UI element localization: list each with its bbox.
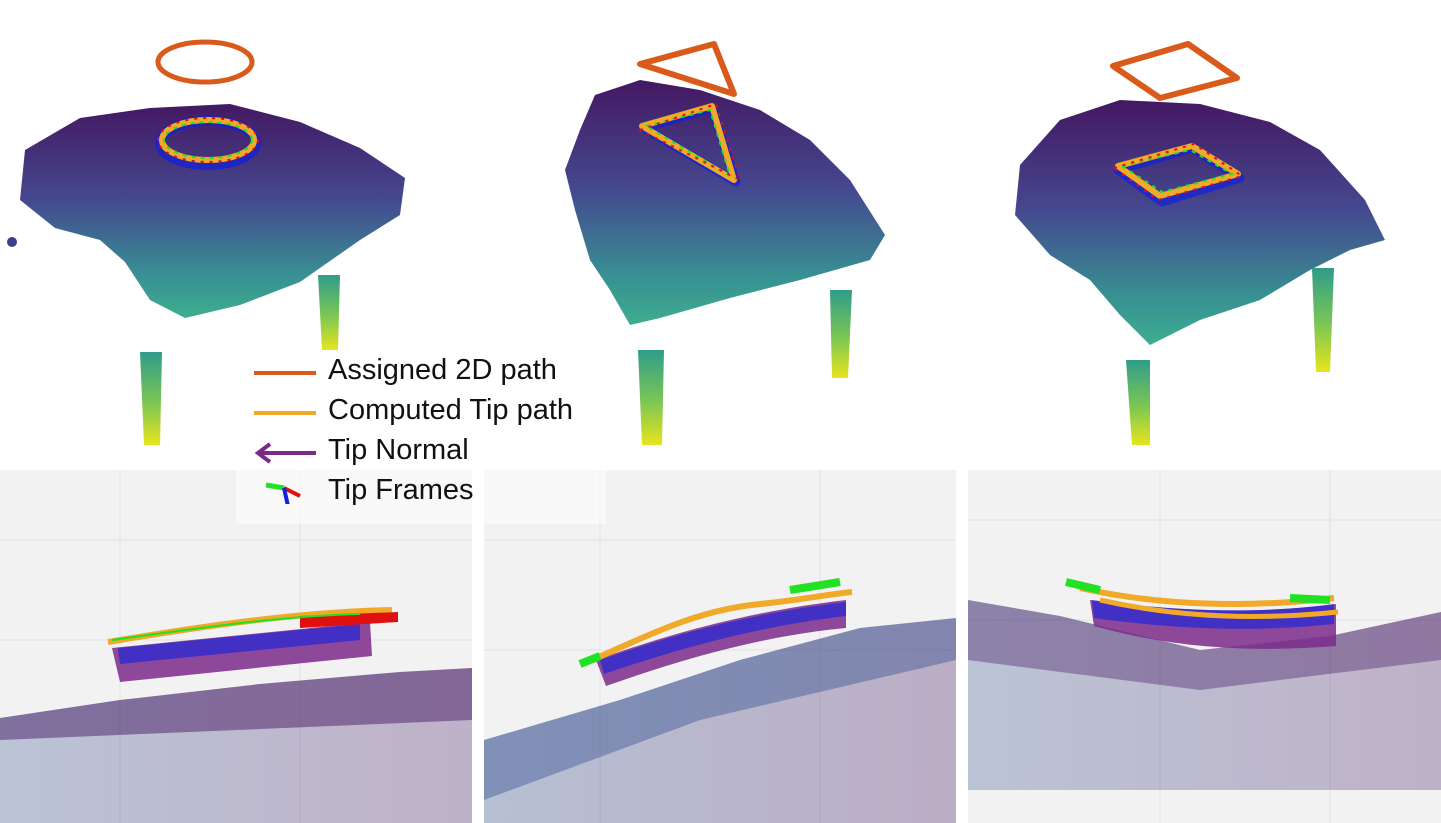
line-icon [254, 411, 316, 415]
frame-z-arrows [600, 602, 846, 674]
point-cloud-surface [1015, 100, 1385, 345]
table-leg [638, 350, 664, 445]
stray-point [7, 237, 17, 247]
point-cloud-surface [20, 104, 405, 318]
arrow-left-icon [254, 442, 316, 464]
computed-tip-path [1099, 597, 1339, 619]
assigned-2d-path-ellipse [155, 39, 255, 85]
top-panel-square [1015, 41, 1385, 445]
legend-label: Tip Frames [328, 474, 474, 506]
bottom-panel-1 [0, 470, 472, 823]
bottom-panel-3 [968, 470, 1441, 823]
table-leg [1126, 360, 1150, 445]
legend-item-assigned-path: Assigned 2D path [236, 350, 606, 390]
computed-tip-path [590, 589, 853, 663]
table-leg [318, 275, 340, 350]
legend-label: Tip Normal [328, 434, 469, 466]
line-icon [254, 371, 316, 375]
frame-y-arrows [1065, 578, 1331, 604]
assigned-2d-path-triangle [637, 41, 737, 97]
legend-item-tip-normal: Tip Normal [236, 430, 606, 470]
frame-y-arrows [111, 613, 361, 641]
legend-item-computed-path: Computed Tip path [236, 390, 606, 430]
legend-label: Assigned 2D path [328, 354, 557, 386]
ground-surface-band [968, 600, 1441, 690]
legend-label: Computed Tip path [328, 394, 574, 426]
computed-tip-path [159, 117, 257, 163]
table-leg [1312, 268, 1334, 372]
ground-surface-band [484, 618, 956, 800]
frame-z-arrows [118, 624, 360, 664]
ground-point-cloud [0, 668, 472, 823]
assigned-2d-path-square [1110, 41, 1240, 101]
ground-point-cloud [484, 618, 956, 823]
tip-frames-ring [163, 121, 253, 159]
legend-item-tip-frames: Tip Frames [236, 470, 606, 510]
ground-surface-band [0, 668, 472, 740]
tip-frames-ring [1119, 148, 1235, 194]
legend: Assigned 2D path Computed Tip path Tip N… [236, 346, 606, 524]
top-panel-triangle [565, 41, 885, 445]
top-panel-circle [7, 39, 405, 445]
point-cloud-surface [565, 80, 885, 325]
ground-point-cloud [968, 600, 1441, 790]
frame-y-arrows [578, 578, 841, 668]
bottom-panel-2 [484, 470, 956, 823]
axes-icon [265, 482, 301, 504]
tip-frames-ring [1111, 142, 1245, 202]
table-leg [140, 352, 162, 445]
tip-frames-ring [157, 117, 259, 163]
tip-frames-ring [643, 108, 732, 179]
table-leg [830, 290, 852, 378]
